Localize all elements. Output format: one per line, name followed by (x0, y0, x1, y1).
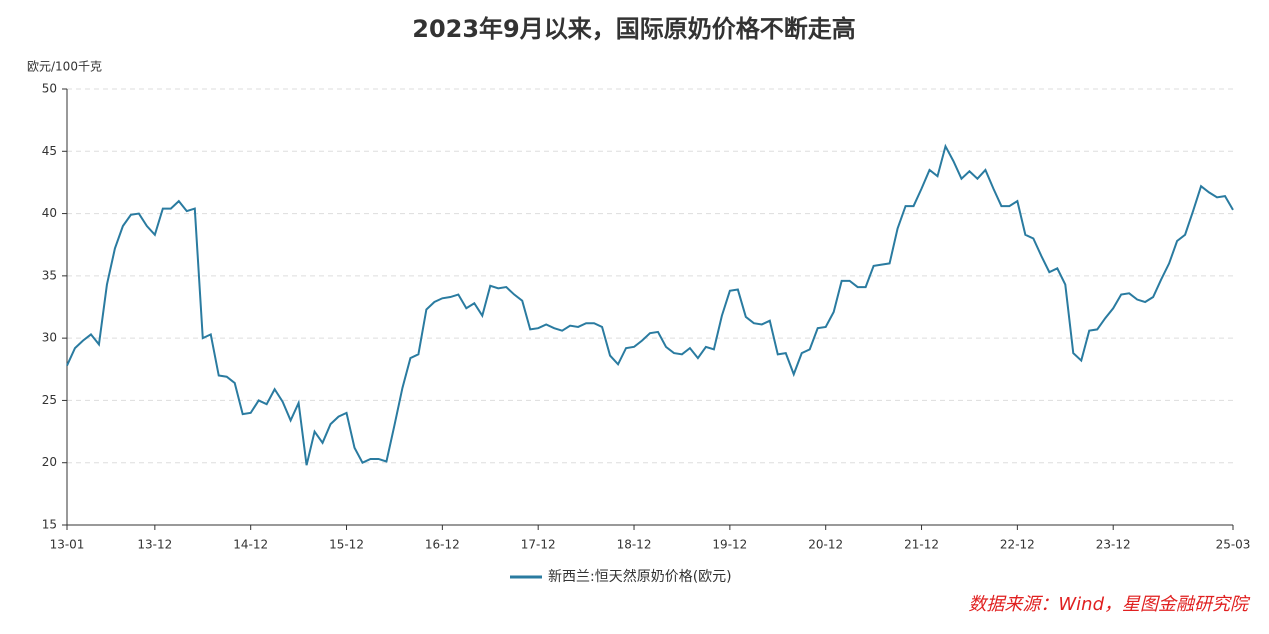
x-tick-label: 21-12 (904, 538, 939, 552)
data-line (66, 143, 1234, 466)
x-tick-label: 22-12 (1000, 538, 1035, 552)
x-tick-label: 13-01 (50, 538, 85, 552)
y-tick-label: 45 (42, 144, 57, 158)
y-tick-label: 35 (42, 268, 57, 282)
x-tick-label: 25-03 (1216, 538, 1251, 552)
y-tick-label: 25 (42, 393, 57, 407)
legend-label: 新西兰:恒天然原奶价格(欧元) (548, 568, 732, 585)
chart-title: 2023年9月以来，国际原奶价格不断走高 (412, 15, 856, 43)
x-tick-label: 14-12 (233, 538, 268, 552)
x-tick-label: 23-12 (1096, 538, 1131, 552)
x-tick-label: 17-12 (521, 538, 556, 552)
y-axis-label: 欧元/100千克 (27, 60, 102, 74)
y-tick-label: 40 (42, 206, 57, 220)
x-tick-label: 16-12 (425, 538, 460, 552)
y-tick-label: 20 (42, 455, 57, 469)
x-tick-label: 13-12 (137, 538, 172, 552)
y-tick-label: 30 (42, 331, 57, 345)
x-tick-label: 20-12 (808, 538, 843, 552)
y-tick-label: 15 (42, 518, 57, 532)
x-tick-label: 15-12 (329, 538, 364, 552)
y-tick-label: 50 (42, 82, 57, 96)
source-note: 数据来源：Wind，星图金融研究院 (968, 594, 1251, 615)
x-tick-label: 19-12 (712, 538, 747, 552)
x-tick-label: 18-12 (617, 538, 652, 552)
